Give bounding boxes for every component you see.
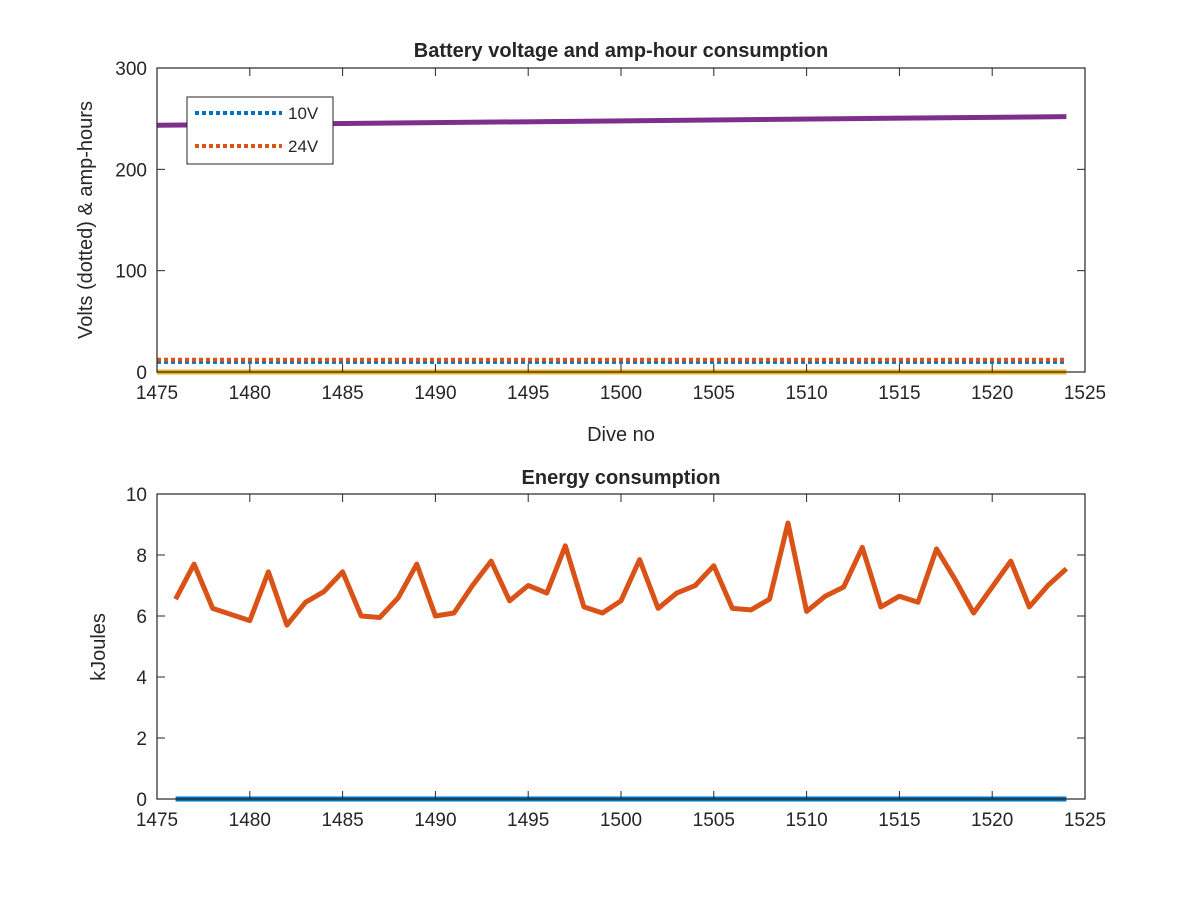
energy-y-tick-label: 6 [136,607,147,628]
voltage-x-tick-label: 1490 [414,383,456,404]
energy-x-tick-label: 1515 [878,810,920,831]
voltage-x-tick-label: 1510 [785,383,827,404]
voltage-x-tick-label: 1515 [878,383,920,404]
legend-box [186,96,334,165]
energy-x-tick-label: 1510 [785,810,827,831]
energy-y-tick-label: 4 [136,668,147,689]
energy-x-tick-label: 1525 [1064,810,1106,831]
energy-subplot: 1475 1480 1485 1490 1495 1500 1505 1510 1515 1520… [88,467,1106,831]
energy-x-tick-label: 1500 [600,810,642,831]
voltage-x-tick-label: 1500 [600,383,642,404]
voltage-ticks: 1475 1480 1485 1490 1495 1500 1505 1510 1515 1520… [115,59,1106,404]
voltage-y-tick-label: 300 [115,59,147,80]
energy-y-axis-label: kJoules [88,613,110,681]
voltage-x-axis-label: Dive no [587,424,655,446]
voltage-subplot: 1475 1480 1485 1490 1495 1500 1505 1510 1515 1520… [75,40,1106,446]
voltage-chart-title: Battery voltage and amp-hour consumption [414,40,828,62]
energy-y-tick-label: 0 [136,790,147,811]
energy-ticks: 1475 1480 1485 1490 1495 1500 1505 1510 1515 1520… [126,485,1106,831]
voltage-x-tick-label: 1485 [321,383,363,404]
legend-label-24v: 24V [288,137,319,156]
voltage-x-tick-label: 1495 [507,383,549,404]
legend: 10V 24V [186,96,334,165]
energy-y-tick-label: 10 [126,485,147,506]
energy-x-tick-label: 1520 [971,810,1013,831]
voltage-y-tick-label: 200 [115,160,147,181]
legend-label-10v: 10V [288,104,319,123]
voltage-y-tick-label: 100 [115,262,147,283]
energy-series-line-1 [173,520,1069,628]
voltage-y-tick-label: 0 [136,363,147,384]
voltage-y-axis-label: Volts (dotted) & amp-hours [75,101,97,339]
energy-chart-title: Energy consumption [522,467,721,489]
voltage-x-tick-label: 1525 [1064,383,1106,404]
voltage-x-tick-label: 1480 [229,383,271,404]
energy-x-tick-label: 1505 [693,810,735,831]
energy-y-tick-label: 8 [136,546,147,567]
energy-x-tick-label: 1495 [507,810,549,831]
energy-x-tick-label: 1485 [321,810,363,831]
energy-x-tick-label: 1480 [229,810,271,831]
energy-plot-area [157,494,1085,799]
energy-y-tick-label: 2 [136,729,147,750]
voltage-x-tick-label: 1505 [693,383,735,404]
energy-x-tick-label: 1475 [136,810,178,831]
voltage-x-tick-label: 1520 [971,383,1013,404]
energy-x-tick-label: 1490 [414,810,456,831]
voltage-x-tick-label: 1475 [136,383,178,404]
